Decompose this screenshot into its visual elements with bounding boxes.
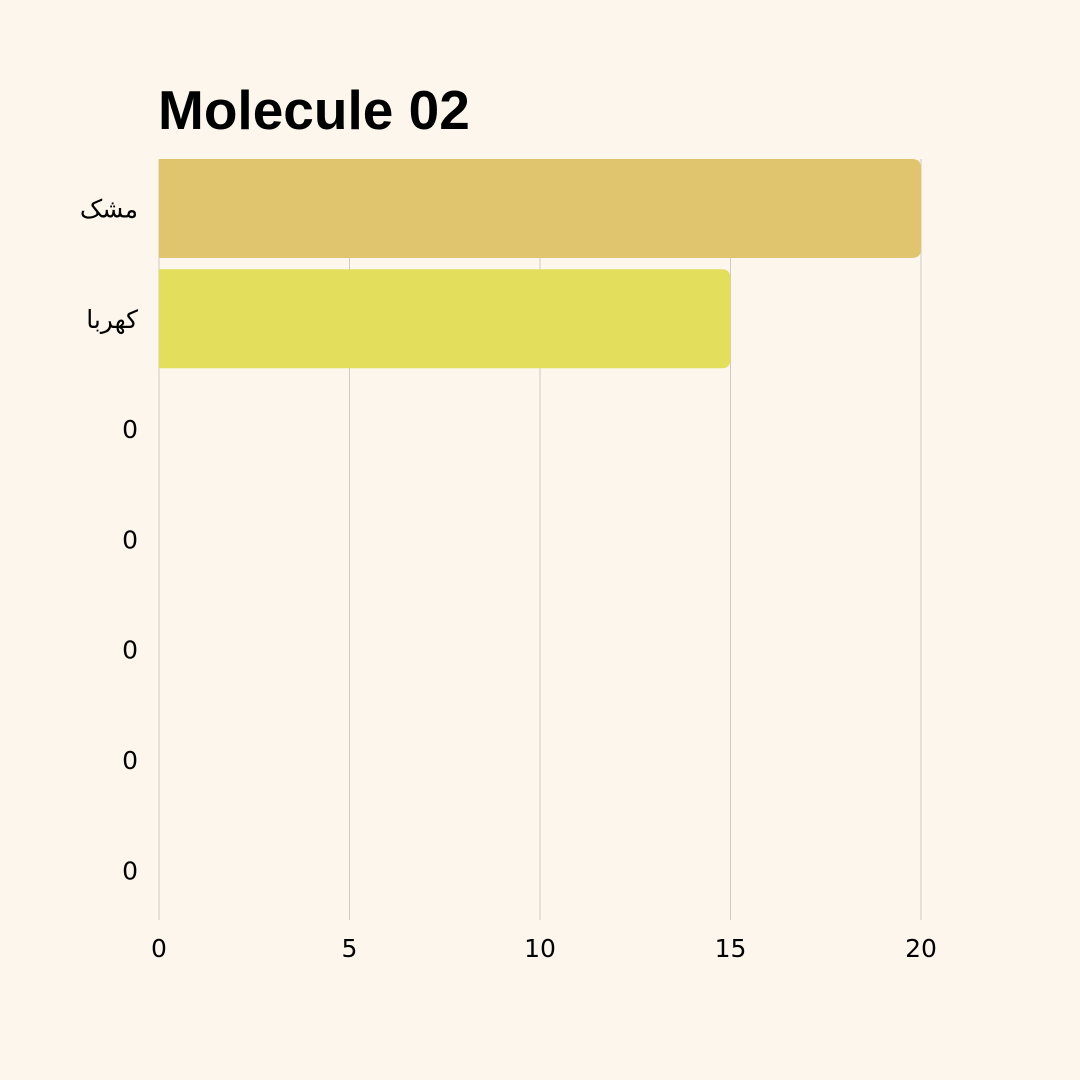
chart-title: Molecule 02: [158, 79, 470, 141]
x-tick-label: 20: [905, 934, 937, 963]
category-label: 0: [122, 856, 138, 885]
bars: [159, 159, 921, 369]
x-tick-label: 10: [524, 934, 556, 963]
bar-1: [159, 269, 731, 369]
x-tick-label: 5: [342, 934, 358, 963]
category-label: کهربا: [86, 305, 138, 335]
category-label: 0: [122, 746, 138, 775]
x-axis-ticks: 0 5 10 15 20: [151, 934, 937, 963]
category-label: مشک: [80, 195, 138, 224]
x-tick-label: 0: [151, 934, 167, 963]
bar-0: [159, 159, 921, 258]
category-label: 0: [122, 636, 138, 665]
category-labels: مشک کهربا 0 0 0 0 0: [80, 195, 138, 886]
category-label: 0: [122, 415, 138, 444]
category-label: 0: [122, 525, 138, 554]
x-tick-label: 15: [715, 934, 747, 963]
